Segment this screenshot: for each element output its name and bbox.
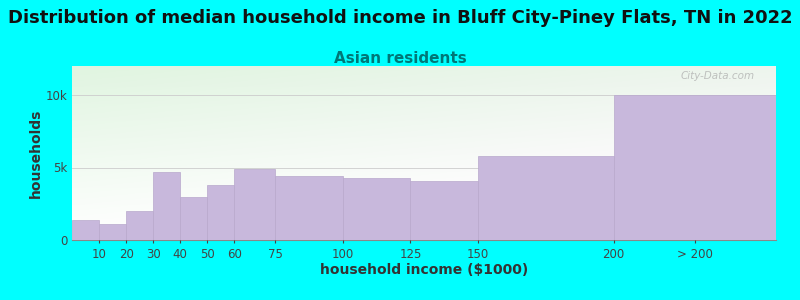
Bar xyxy=(478,156,614,240)
Bar xyxy=(275,176,342,240)
Text: Asian residents: Asian residents xyxy=(334,51,466,66)
Text: Distribution of median household income in Bluff City-Piney Flats, TN in 2022: Distribution of median household income … xyxy=(8,9,792,27)
Bar xyxy=(410,181,478,240)
Y-axis label: households: households xyxy=(29,108,42,198)
Bar xyxy=(180,196,207,240)
Bar xyxy=(126,211,154,240)
Bar xyxy=(342,178,410,240)
Bar xyxy=(207,185,234,240)
Text: City-Data.com: City-Data.com xyxy=(681,71,755,81)
Bar xyxy=(154,172,180,240)
Bar xyxy=(614,95,776,240)
Bar xyxy=(72,220,99,240)
Bar xyxy=(234,169,275,240)
Bar xyxy=(99,224,126,240)
X-axis label: household income ($1000): household income ($1000) xyxy=(320,263,528,278)
